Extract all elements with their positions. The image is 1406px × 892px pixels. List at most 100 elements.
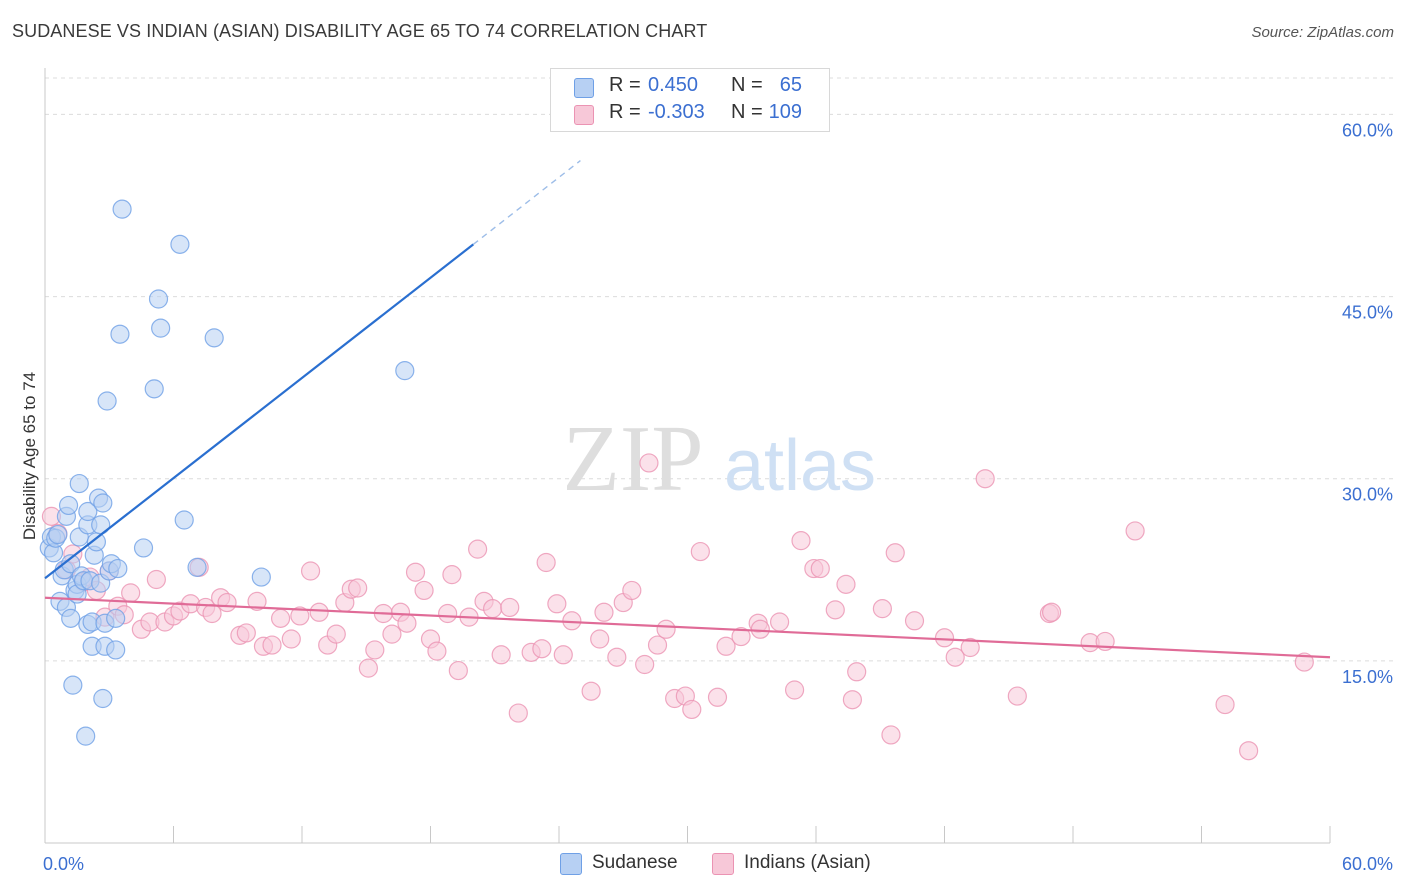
y-tick-label: 15.0% (1342, 667, 1393, 687)
data-point (146, 569, 166, 590)
data-point (547, 594, 567, 614)
trend-line-indians-asian (44, 596, 1331, 659)
data-point (842, 690, 863, 710)
data-point (438, 603, 458, 624)
stats-row-indians: R = -0.303 N = 109 (551, 101, 829, 127)
data-point (108, 558, 128, 579)
data-point (93, 688, 113, 709)
data-point (133, 538, 154, 558)
data-point (281, 629, 301, 649)
data-point (270, 608, 291, 628)
data-point (810, 558, 830, 579)
data-point (847, 662, 867, 682)
data-point (960, 637, 980, 658)
y-tick-label: 60.0% (1342, 120, 1393, 140)
data-point (405, 562, 426, 582)
r-label: R = (609, 101, 641, 123)
data-point (76, 726, 96, 746)
data-point (934, 628, 955, 648)
data-point (151, 318, 171, 338)
data-point (536, 552, 556, 573)
data-point (508, 703, 528, 723)
n-value: 109 (768, 101, 802, 123)
data-point (148, 289, 169, 309)
data-point (204, 328, 224, 348)
data-point (750, 619, 770, 639)
data-point (217, 592, 237, 613)
data-point (397, 613, 417, 633)
y-tick-label: 30.0% (1342, 485, 1393, 505)
data-point (48, 524, 68, 545)
data-point (639, 453, 659, 473)
y-axis-label: Disability Age 65 to 74 (20, 371, 39, 541)
data-point (97, 391, 117, 411)
data-point (690, 541, 710, 562)
r-value: -0.303 (648, 101, 705, 123)
tick-labels: 15.0% 30.0% 45.0% 60.0% 0.0% 60.0% (43, 120, 1393, 874)
stats-row-sudanese: R = 0.450 N = 65 (551, 74, 829, 100)
sudanese-swatch (574, 78, 594, 98)
data-point (290, 606, 310, 626)
r-label: R = (609, 74, 641, 96)
y-tick-label: 45.0% (1342, 303, 1393, 323)
data-point (581, 681, 601, 701)
data-point (202, 603, 222, 624)
data-point (427, 641, 447, 661)
r-value: 0.450 (648, 74, 699, 96)
n-label: N = (731, 74, 763, 96)
data-point (58, 495, 79, 516)
n-value: 65 (779, 74, 802, 96)
data-point (647, 635, 668, 655)
sudanese-swatch (560, 853, 582, 875)
data-point (904, 611, 925, 631)
grid-lines (45, 77, 1393, 662)
data-point (309, 602, 329, 622)
data-point (885, 543, 905, 563)
data-point (1239, 741, 1259, 761)
data-point (262, 635, 282, 655)
series-sudanese-points (39, 199, 415, 746)
chart-source: Source: ZipAtlas.com (1251, 24, 1394, 41)
data-point (395, 361, 415, 381)
data-point (532, 639, 552, 659)
data-point (872, 599, 892, 619)
data-point (144, 379, 164, 399)
data-point (170, 234, 190, 254)
data-point (682, 699, 702, 720)
data-point (836, 574, 856, 594)
x-tick-label-max: 60.0% (1342, 854, 1393, 874)
data-point (769, 612, 790, 632)
stats-legend: R = 0.450 N = 65 R = -0.303 N = 109 (550, 68, 830, 132)
indians-swatch (712, 853, 734, 875)
trend-line-sudanese (44, 243, 475, 580)
data-point (121, 583, 141, 603)
trend-lines (44, 160, 1331, 659)
legend-label-indians-asian: Indians (Asian) (744, 852, 871, 873)
n-label: N = (731, 101, 763, 123)
data-point (483, 599, 503, 619)
series-legend: Sudanese Indians (Asian) (560, 852, 900, 876)
data-point (707, 687, 728, 707)
data-point (607, 647, 627, 667)
axes (44, 68, 1331, 844)
data-point (590, 629, 610, 649)
data-point (63, 675, 83, 695)
data-point (945, 647, 965, 667)
data-point (236, 623, 256, 643)
data-point (110, 324, 130, 344)
data-point (1007, 686, 1027, 706)
data-point (382, 624, 402, 644)
data-point (106, 640, 126, 660)
legend-label-sudanese: Sudanese (592, 852, 678, 873)
data-point (106, 608, 126, 628)
data-point (61, 608, 81, 628)
data-point (69, 473, 89, 494)
data-point (448, 660, 468, 681)
watermark-zip: ZIP (563, 407, 704, 511)
data-point (975, 469, 995, 489)
data-point (635, 654, 655, 675)
data-point (358, 658, 378, 678)
data-point (251, 567, 271, 587)
series-indians-asian-points (41, 453, 1314, 761)
data-point (731, 626, 751, 647)
